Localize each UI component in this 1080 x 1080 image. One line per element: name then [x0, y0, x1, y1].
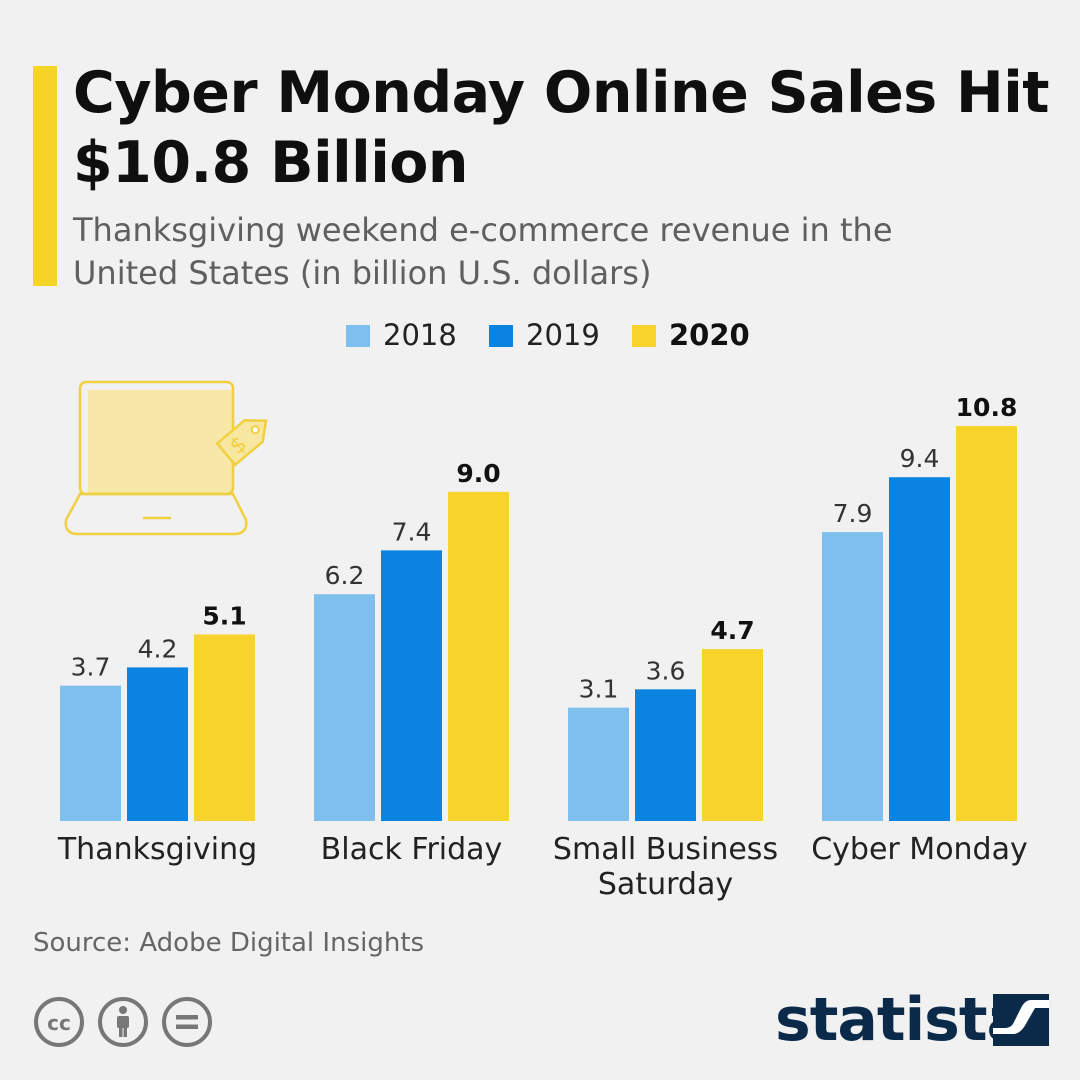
creative-commons-icon[interactable]: cc	[33, 996, 85, 1048]
source-note: Source: Adobe Digital Insights	[33, 928, 425, 958]
statista-logo-icon	[993, 994, 1049, 1046]
legend-swatch-2020	[632, 325, 656, 347]
category-label-small-business-saturday: Small Business Saturday	[553, 832, 778, 902]
value-label-2019-black-friday: 7.4	[392, 517, 432, 546]
bar-2018-thanksgiving	[60, 685, 121, 821]
value-label-2018-black-friday: 6.2	[325, 561, 365, 590]
bar-2019-black-friday	[381, 550, 442, 821]
legend-label-2019: 2019	[526, 318, 600, 352]
chart-subtitle: Thanksgiving weekend e-commerce revenue …	[73, 211, 893, 292]
category-label-thanksgiving: Thanksgiving	[57, 832, 257, 867]
value-label-2020-cyber-monday: 10.8	[956, 393, 1018, 422]
legend-label-2020: 2020	[669, 318, 750, 352]
title-accent-bar	[33, 66, 57, 286]
attribution-icon[interactable]	[97, 996, 149, 1048]
bar-2018-black-friday	[314, 594, 375, 821]
value-label-2018-cyber-monday: 7.9	[833, 499, 873, 528]
laptop-with-price-tag-icon: $	[64, 380, 268, 536]
value-label-2020-black-friday: 9.0	[456, 459, 500, 488]
bar-2020-black-friday	[448, 491, 509, 821]
bar-2020-small-business-saturday	[702, 649, 763, 821]
category-label-cyber-monday: Cyber Monday	[811, 832, 1028, 867]
no-derivatives-icon[interactable]	[161, 996, 213, 1048]
bar-2018-cyber-monday	[822, 532, 883, 821]
bar-2020-thanksgiving	[194, 634, 255, 821]
bar-2019-cyber-monday	[889, 477, 950, 821]
bar-2019-small-business-saturday	[635, 689, 696, 821]
chart-legend: 2018 2019 2020	[0, 315, 1080, 355]
legend-swatch-2018	[346, 325, 370, 347]
value-label-2019-cyber-monday: 9.4	[900, 444, 940, 473]
brand-wordmark: statista	[775, 985, 1027, 1055]
value-label-2018-small-business-saturday: 3.1	[579, 675, 619, 704]
category-label-black-friday: Black Friday	[321, 832, 503, 867]
chart-title: Cyber Monday Online Sales Hit $10.8 Bill…	[73, 60, 1050, 196]
value-label-2019-thanksgiving: 4.2	[138, 634, 178, 663]
legend-label-2018: 2018	[383, 318, 457, 352]
bar-2020-cyber-monday	[956, 426, 1017, 821]
legend-swatch-2019	[489, 325, 513, 347]
bars-group	[60, 426, 1017, 821]
value-label-2020-small-business-saturday: 4.7	[710, 616, 754, 645]
value-label-2020-thanksgiving: 5.1	[202, 601, 246, 630]
bar-2019-thanksgiving	[127, 667, 188, 821]
category-labels-group: Thanksgiving Black Friday Small Business Sa…	[57, 832, 1028, 902]
value-label-2019-small-business-saturday: 3.6	[646, 656, 686, 685]
bar-2018-small-business-saturday	[568, 707, 629, 821]
value-label-2018-thanksgiving: 3.7	[71, 653, 111, 682]
svg-text:cc: cc	[47, 1011, 71, 1035]
value-labels-group: 3.7 4.2 5.1 6.2 7.4 9.0 3.1 3.6 4.7 7.9 9.4 10.8	[71, 393, 1018, 704]
